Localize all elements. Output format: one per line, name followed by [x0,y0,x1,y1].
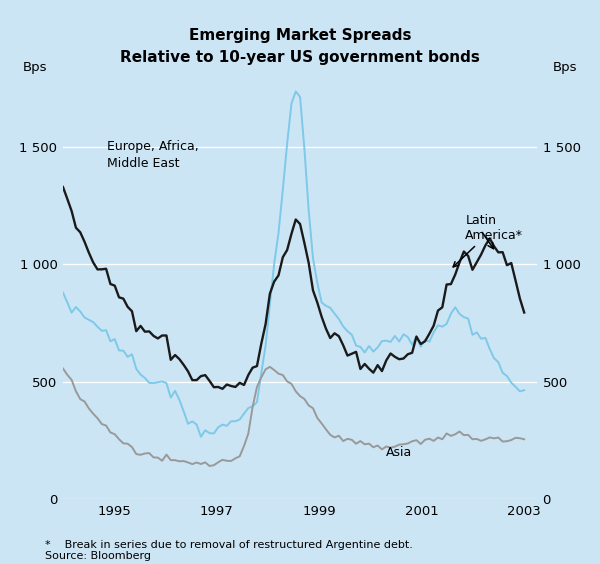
Text: Asia: Asia [386,446,412,459]
Text: Latin
America*: Latin America* [453,214,523,267]
Text: Europe, Africa,
Middle East: Europe, Africa, Middle East [107,140,199,170]
Text: Source: Bloomberg: Source: Bloomberg [45,551,151,561]
Text: *    Break in series due to removal of restructured Argentine debt.: * Break in series due to removal of rest… [45,540,413,550]
Title: Emerging Market Spreads
Relative to 10-year US government bonds: Emerging Market Spreads Relative to 10-y… [120,28,480,65]
Text: Bps: Bps [23,61,47,74]
Text: Bps: Bps [553,61,577,74]
